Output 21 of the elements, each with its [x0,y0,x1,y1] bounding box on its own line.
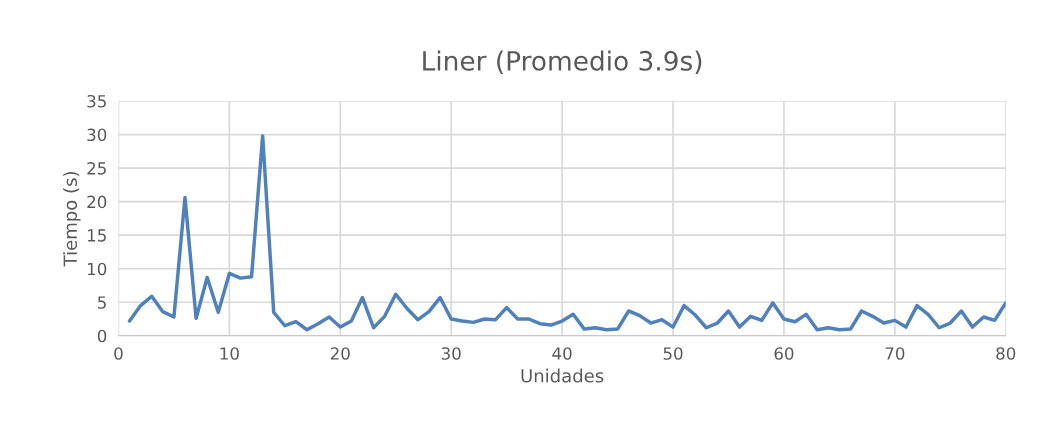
line-series [127,134,1006,332]
y-tick-label: 20 [87,195,107,209]
y-tick-label: 10 [87,262,107,276]
x-tick-label: 20 [330,347,350,360]
y-tick-label: 15 [87,229,106,242]
x-tick-label: 60 [774,347,794,360]
y-tick-label: 25 [87,162,106,175]
chart-title: Liner (Promedio 3.9s) [423,50,702,74]
x-tick-label: 40 [552,347,572,360]
x-axis-title: Unidades [521,368,604,383]
x-tick-label: 0 [114,347,123,360]
y-tick-label: 0 [97,329,107,343]
x-tick-label: 10 [220,347,239,360]
y-tick-label: 35 [87,94,106,108]
y-tick-label: 5 [98,296,106,309]
x-tick-label: 80 [996,347,1016,360]
x-tick-label: 30 [441,347,461,360]
x-tick-label: 70 [885,347,905,360]
x-tick-label: 50 [663,347,683,360]
y-axis-title: Tiempo (s) [63,171,81,267]
y-tick-label: 30 [87,128,107,142]
